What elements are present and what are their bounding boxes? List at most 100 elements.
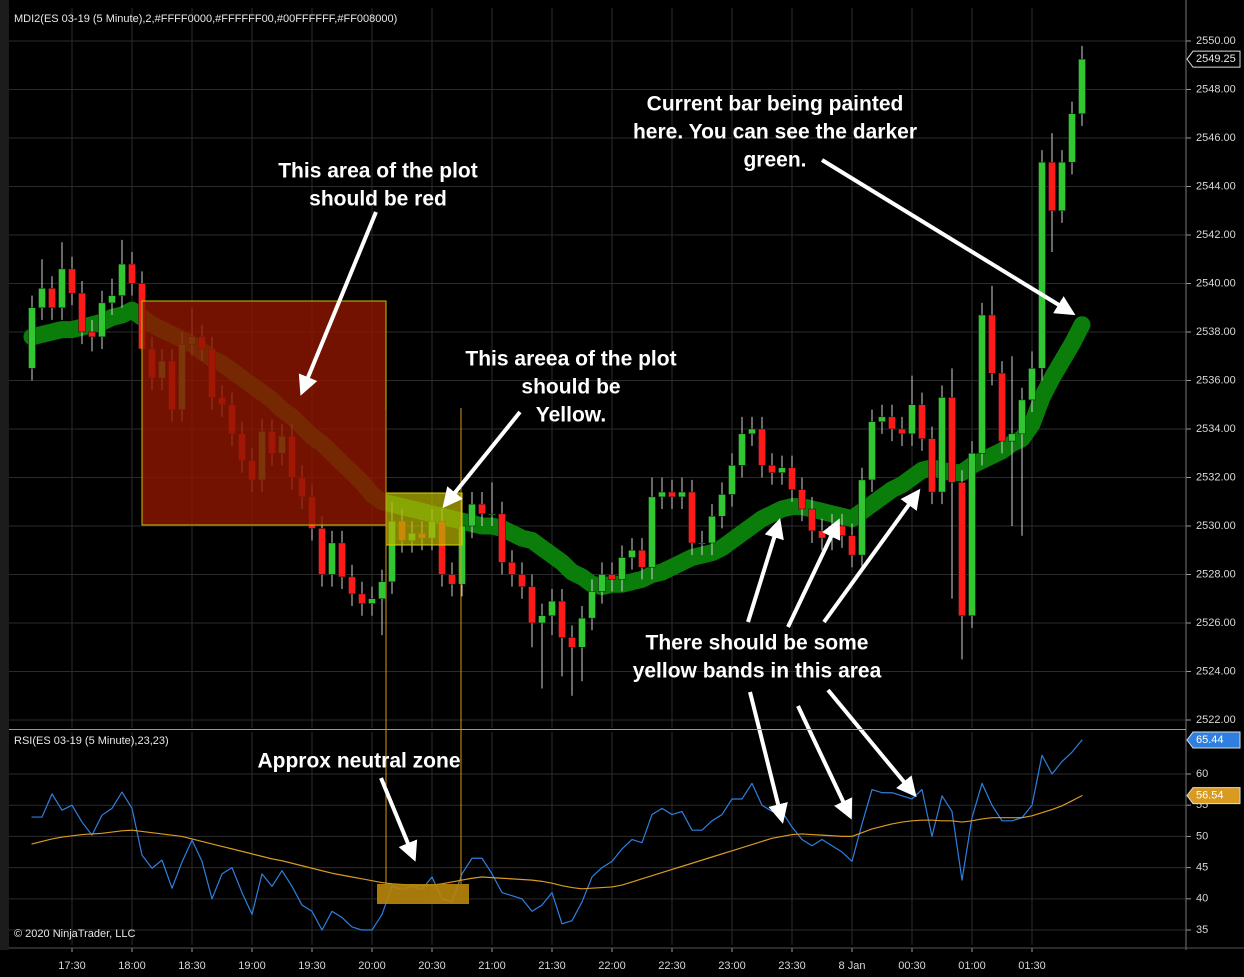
candle-body <box>518 574 526 587</box>
x-tick-label: 23:00 <box>718 960 746 972</box>
candle-body <box>318 528 326 575</box>
candle-body <box>528 586 536 624</box>
copyright: © 2020 NinjaTrader, LLC <box>14 928 135 940</box>
candle-body <box>588 591 596 619</box>
annotation: This area of the plot <box>278 160 478 183</box>
candle-body <box>748 428 756 435</box>
annotation: Approx neutral zone <box>257 750 460 773</box>
value-marker <box>1186 731 1241 749</box>
y-tick-label: 50 <box>1196 830 1208 842</box>
candle-body <box>108 295 116 304</box>
candle-body <box>1048 161 1056 211</box>
candle-body <box>718 494 726 517</box>
arrow <box>786 518 841 628</box>
candle-body <box>928 438 936 493</box>
annotation: here. You can see the darker <box>633 121 917 144</box>
y-tick-label: 2534.00 <box>1196 423 1236 435</box>
arrow <box>746 518 784 623</box>
candle-body <box>948 397 956 483</box>
candle-body <box>1018 399 1026 435</box>
candle-body <box>68 268 76 294</box>
value-marker-label: 65.44 <box>1196 734 1224 746</box>
candle-body <box>508 562 516 575</box>
candle-body <box>98 302 106 338</box>
x-tick-label: 01:30 <box>1018 960 1046 972</box>
candle-body <box>38 288 46 308</box>
rsi-line <box>31 794 1083 890</box>
candle-body <box>668 491 676 498</box>
candle-body <box>888 416 896 430</box>
red-zone-box <box>141 300 387 526</box>
candle-body <box>638 549 646 568</box>
candle-body <box>468 503 476 527</box>
candle-body <box>878 416 886 422</box>
candle-body <box>78 292 86 333</box>
candle-body <box>538 615 546 624</box>
x-tick-label: 21:30 <box>538 960 566 972</box>
arrow <box>796 705 853 820</box>
candle-body <box>548 600 556 616</box>
candle-body <box>658 491 666 498</box>
y-tick-label: 2532.00 <box>1196 471 1236 483</box>
x-tick-label: 18:30 <box>178 960 206 972</box>
y-tick-label: 2548.00 <box>1196 83 1236 95</box>
candle-body <box>598 574 606 592</box>
candle-body <box>48 288 56 308</box>
y-tick-label: 2530.00 <box>1196 520 1236 532</box>
annotation: should be red <box>309 188 447 211</box>
candle-body <box>578 617 586 648</box>
candle-body <box>1038 161 1046 369</box>
candle-body <box>968 452 976 616</box>
candle-body <box>338 542 346 578</box>
candle-body <box>798 489 806 510</box>
annotation: Yellow. <box>536 404 606 427</box>
y-tick-label: 2526.00 <box>1196 617 1236 629</box>
y-tick-label: 2542.00 <box>1196 229 1236 241</box>
annotation: yellow bands in this area <box>633 660 882 683</box>
candle-body <box>788 467 796 490</box>
candle-body <box>838 525 846 536</box>
arrow <box>298 211 378 396</box>
candle-body <box>728 465 736 495</box>
candle-body <box>1078 58 1086 114</box>
candle-body <box>818 530 826 539</box>
candle-body <box>358 593 366 604</box>
rsi-line <box>31 739 1083 931</box>
candle-body <box>898 428 906 435</box>
candle-body <box>618 557 626 580</box>
annotation: should be <box>521 376 620 399</box>
x-tick-label: 8 Jan <box>839 960 866 972</box>
candle-body <box>568 637 576 648</box>
candle-body <box>128 263 136 284</box>
indicator-title: MDI2(ES 03-19 (5 Minute),2,#FFFF0000,#FF… <box>14 13 397 25</box>
candle-body <box>868 421 876 481</box>
annotation: This areea of the plot <box>465 348 676 371</box>
candle-body <box>1058 161 1066 211</box>
annotation-layer: Current bar being painted here. You can … <box>141 93 1076 904</box>
candle-body <box>988 314 996 374</box>
candle-body <box>758 428 766 466</box>
candle-body <box>558 600 566 638</box>
candle-body <box>808 508 816 532</box>
y-tick-label: 2538.00 <box>1196 326 1236 338</box>
candle-body <box>608 574 616 580</box>
candle-body <box>698 542 706 545</box>
y-tick-label: 2540.00 <box>1196 277 1236 289</box>
candle-body <box>58 268 66 308</box>
x-tick-label: 19:30 <box>298 960 326 972</box>
candle-body <box>348 576 356 595</box>
x-tick-label: 23:30 <box>778 960 806 972</box>
candle-body <box>328 542 336 575</box>
arrow <box>820 158 1076 316</box>
y-tick-label: 2522.00 <box>1196 714 1236 726</box>
label-layer: MDI2(ES 03-19 (5 Minute),2,#FFFF0000,#FF… <box>14 13 1241 972</box>
candle-body <box>28 307 36 369</box>
y-tick-label: 2544.00 <box>1196 180 1236 192</box>
y-tick-label: 2536.00 <box>1196 374 1236 386</box>
value-marker <box>1186 50 1241 68</box>
candle-body <box>918 404 926 439</box>
candle-body <box>448 574 456 585</box>
y-tick-label: 35 <box>1196 924 1208 936</box>
candle-body <box>648 496 656 568</box>
value-marker <box>1186 787 1241 805</box>
